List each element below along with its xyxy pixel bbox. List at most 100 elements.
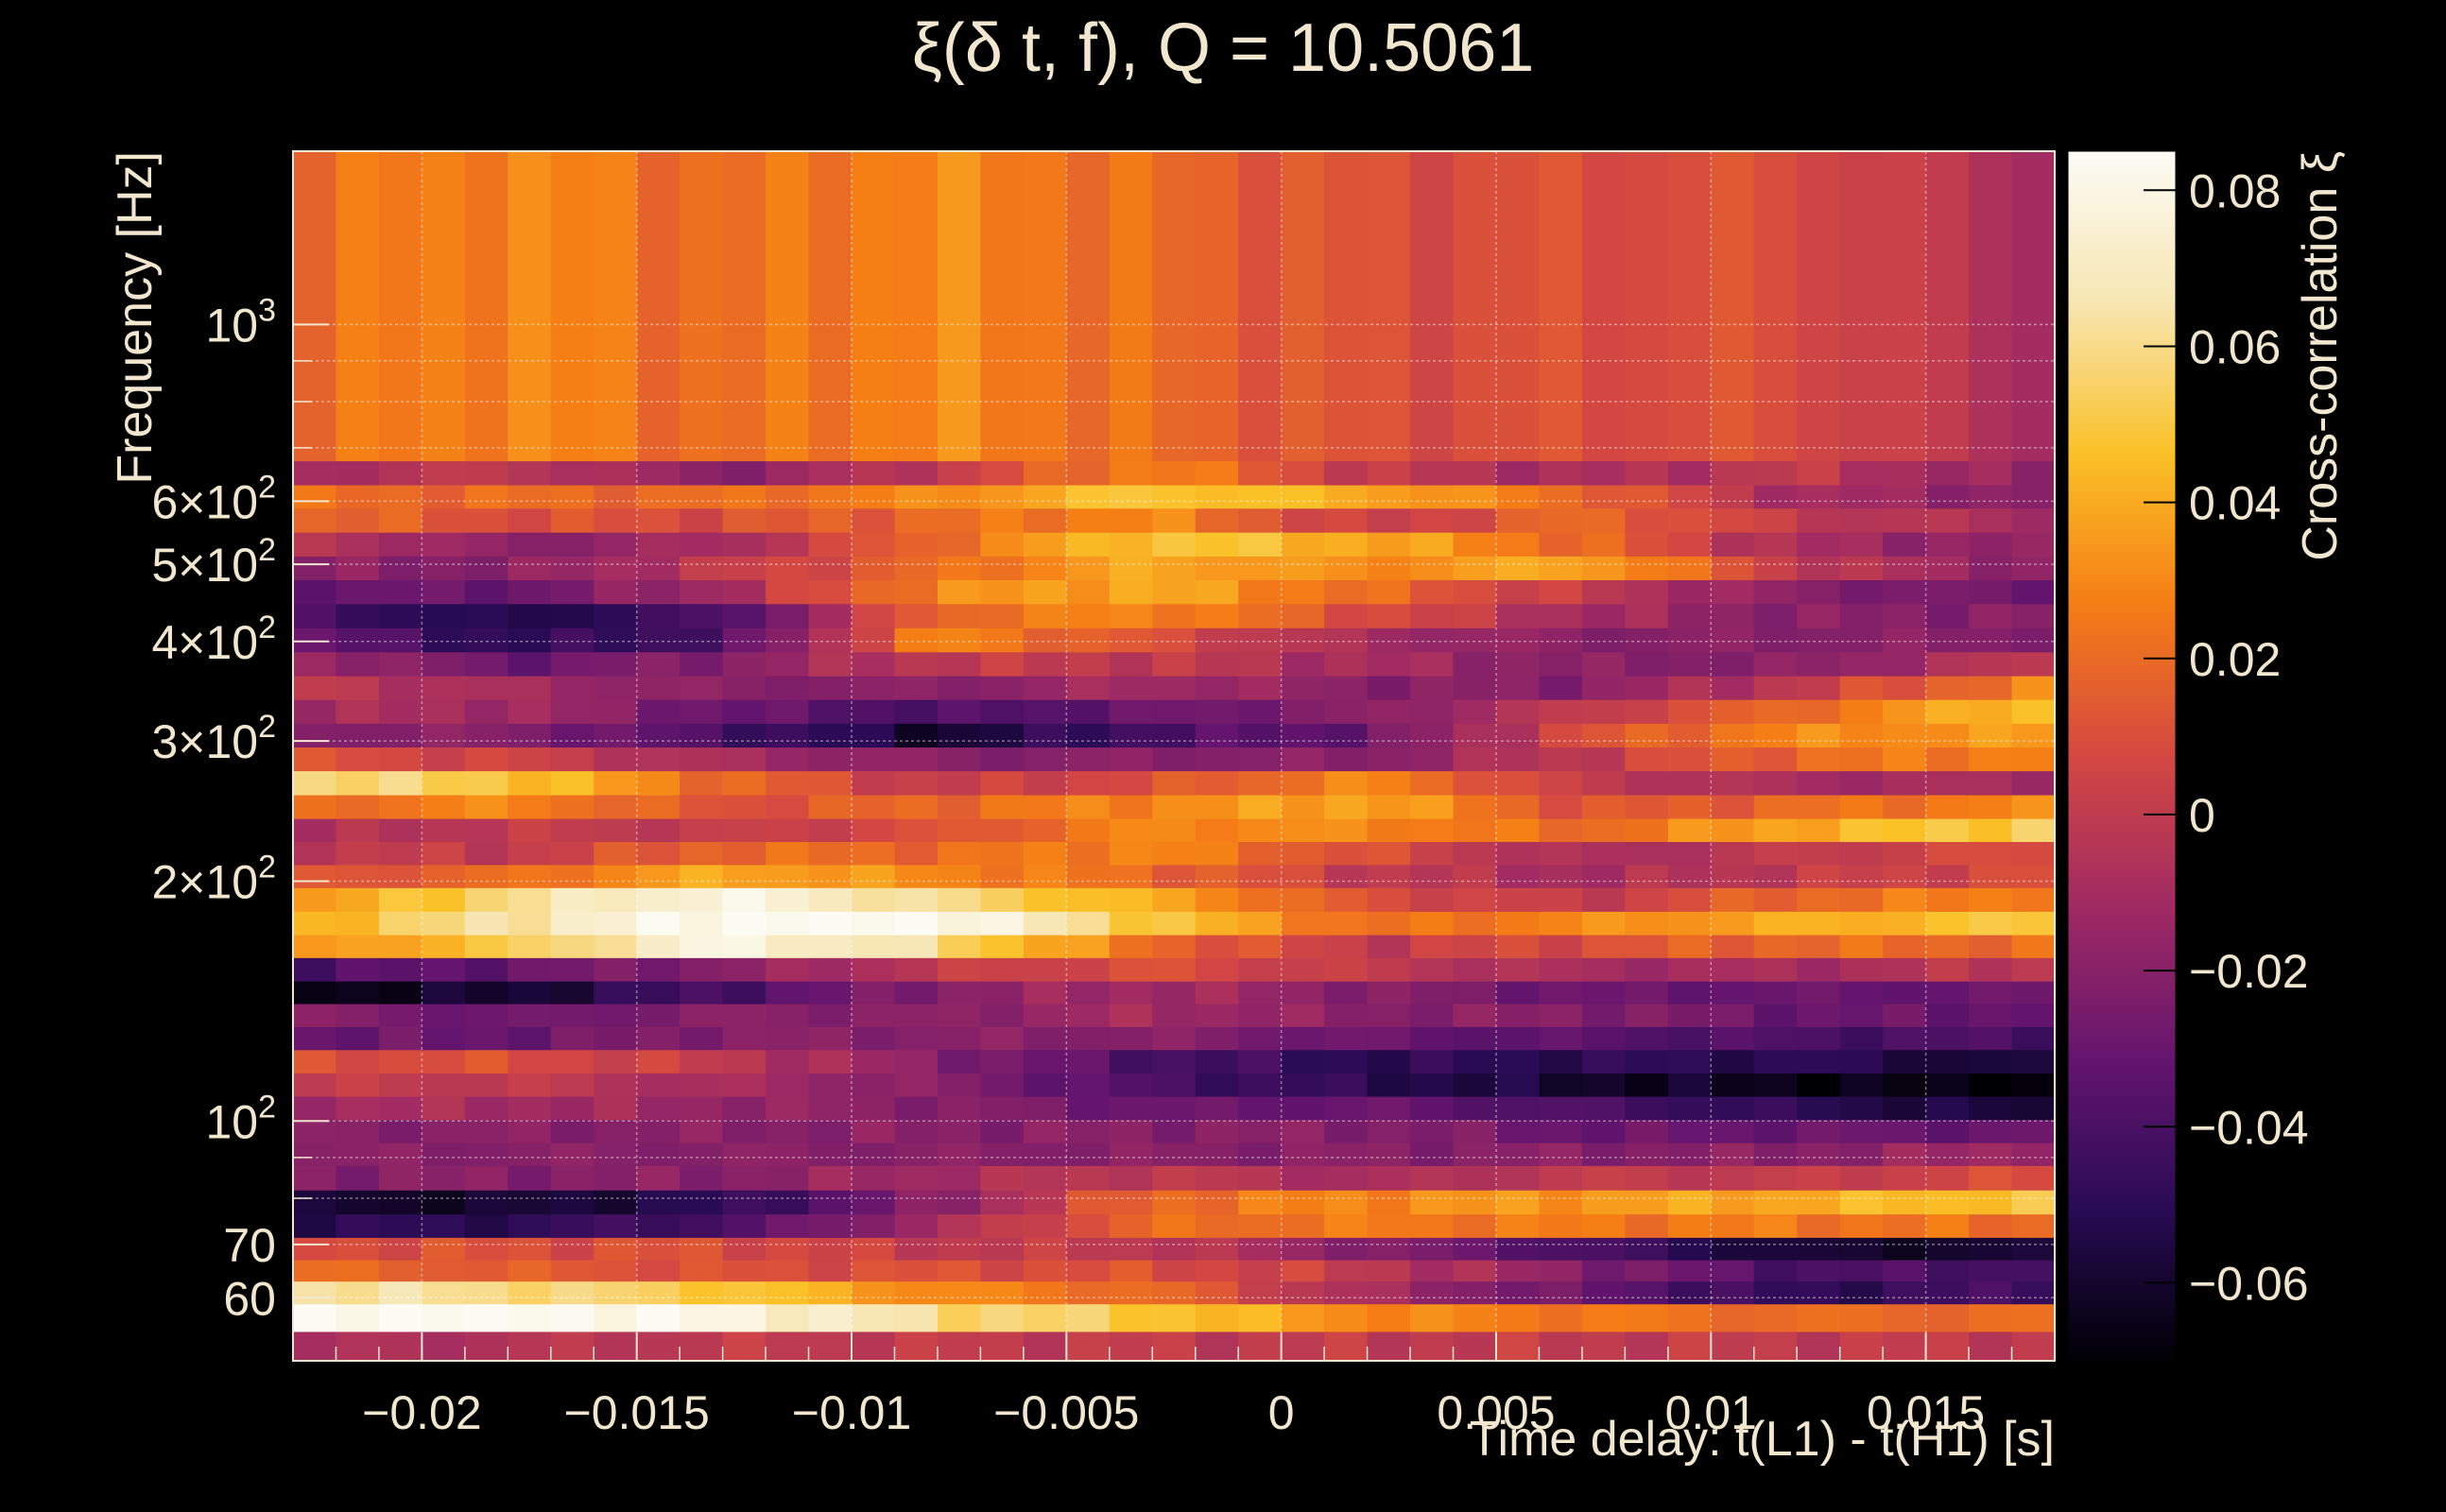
heatmap-cell [1453,794,1497,819]
heatmap-cell [1023,747,1067,772]
heatmap-cell [1753,556,1798,580]
heatmap-cell [378,556,422,580]
heatmap-cell [1109,841,1153,866]
heatmap-cell [550,556,594,580]
heatmap-cell [1495,1190,1541,1215]
heatmap-cell [722,699,767,724]
heatmap-cell [808,651,853,677]
heatmap-cell [680,841,724,866]
colorbar-segment [2068,265,2176,273]
heatmap-cell [1023,1213,1067,1238]
heatmap-cell [594,1143,638,1166]
heatmap-cell [1066,1190,1111,1215]
heatmap-cell [1539,1026,1583,1051]
heatmap-cell [722,747,767,772]
heatmap-cell [594,841,638,866]
heatmap-cell [1969,1303,2013,1332]
heatmap-cell [378,532,422,557]
heatmap-cell [1839,676,1884,700]
heatmap-cell [680,1073,724,1097]
heatmap-cell [2011,934,2056,958]
heatmap-cell [1753,1190,1798,1215]
colorbar-segment [2068,1172,2176,1180]
heatmap-cell [980,1003,1025,1027]
heatmap-cell [550,1303,594,1332]
heatmap-cell [1281,1073,1325,1097]
heatmap-cell [1969,841,2013,866]
heatmap-cell [1883,1073,1927,1097]
heatmap-cell [594,1095,638,1121]
heatmap-cell [464,556,508,580]
heatmap-cell [937,484,982,509]
colorbar-segment [2068,658,2176,666]
heatmap-cell [293,460,337,486]
heatmap-cell [766,911,810,936]
heatmap-cell [594,770,638,796]
heatmap-cell [937,1303,982,1332]
heatmap-cell [1883,603,1927,628]
heatmap-cell [1969,627,2013,653]
heatmap-cell [1066,1260,1111,1282]
colorbar-segment [2068,514,2176,523]
heatmap-cell [1453,1213,1497,1238]
colorbar-segment [2068,1005,2176,1014]
heatmap-cell [1281,651,1325,677]
heatmap-cell [1367,676,1411,700]
colorbar-segment [2068,227,2176,235]
heatmap-cell [1066,841,1111,866]
heatmap-cell [378,484,422,509]
heatmap-cell [594,603,638,628]
heatmap-cell [1969,1237,2013,1261]
heatmap-cell [336,1143,380,1166]
colorbar-segment [2068,189,2176,198]
colorbar-segment [2068,159,2176,167]
heatmap-cell [894,747,939,772]
heatmap-cell [1410,579,1455,605]
heatmap-cell [1711,579,1755,605]
chart-title: ξ(δ t, f), Q = 10.5061 [912,10,1535,86]
heatmap-cell [980,699,1025,724]
heatmap-cell [1667,460,1712,486]
heatmap-cell [1410,1143,1455,1166]
heatmap-cell [1667,1003,1712,1027]
heatmap-cell [1195,747,1239,772]
heatmap-cell [293,794,337,819]
heatmap-cell [808,1095,853,1121]
heatmap-cell [594,723,638,748]
heatmap-cell [1581,579,1626,605]
heatmap-cell [766,1303,810,1332]
heatmap-cell [1238,699,1283,724]
heatmap-cell [1839,817,1884,843]
heatmap-cell [1238,981,1283,1005]
colorbar-segment [2068,847,2176,855]
heatmap-cell [594,676,638,700]
heatmap-cell [1753,507,1798,533]
heatmap-cell [336,627,380,653]
colorbar-segment [2068,733,2176,742]
colorbar-segment [2068,1036,2176,1044]
heatmap-cell [1839,627,1884,653]
heatmap-cell [464,1260,508,1282]
heatmap-cell [980,981,1025,1005]
heatmap-cell [1667,981,1712,1005]
heatmap-cell [808,841,853,866]
heatmap-cell [1711,532,1755,557]
heatmap-cell [1195,699,1239,724]
heatmap-cell [680,1303,724,1332]
heatmap-cell [336,957,380,982]
heatmap-cell [1195,556,1239,580]
heatmap-cell [636,1190,680,1215]
heatmap-cell [464,957,508,982]
heatmap-cell [680,887,724,912]
heatmap-cell [550,1003,594,1027]
heatmap-cell [1753,723,1798,748]
heatmap-cell [1539,603,1583,628]
heatmap-cell [1109,507,1153,533]
heatmap-cell [1495,651,1541,677]
heatmap-cell [1023,887,1067,912]
heatmap-cell [293,151,337,462]
heatmap-cell [1797,934,1841,958]
heatmap-cell [464,1049,508,1074]
heatmap-cell [1281,484,1325,509]
colorbar-segment [2068,1285,2176,1294]
